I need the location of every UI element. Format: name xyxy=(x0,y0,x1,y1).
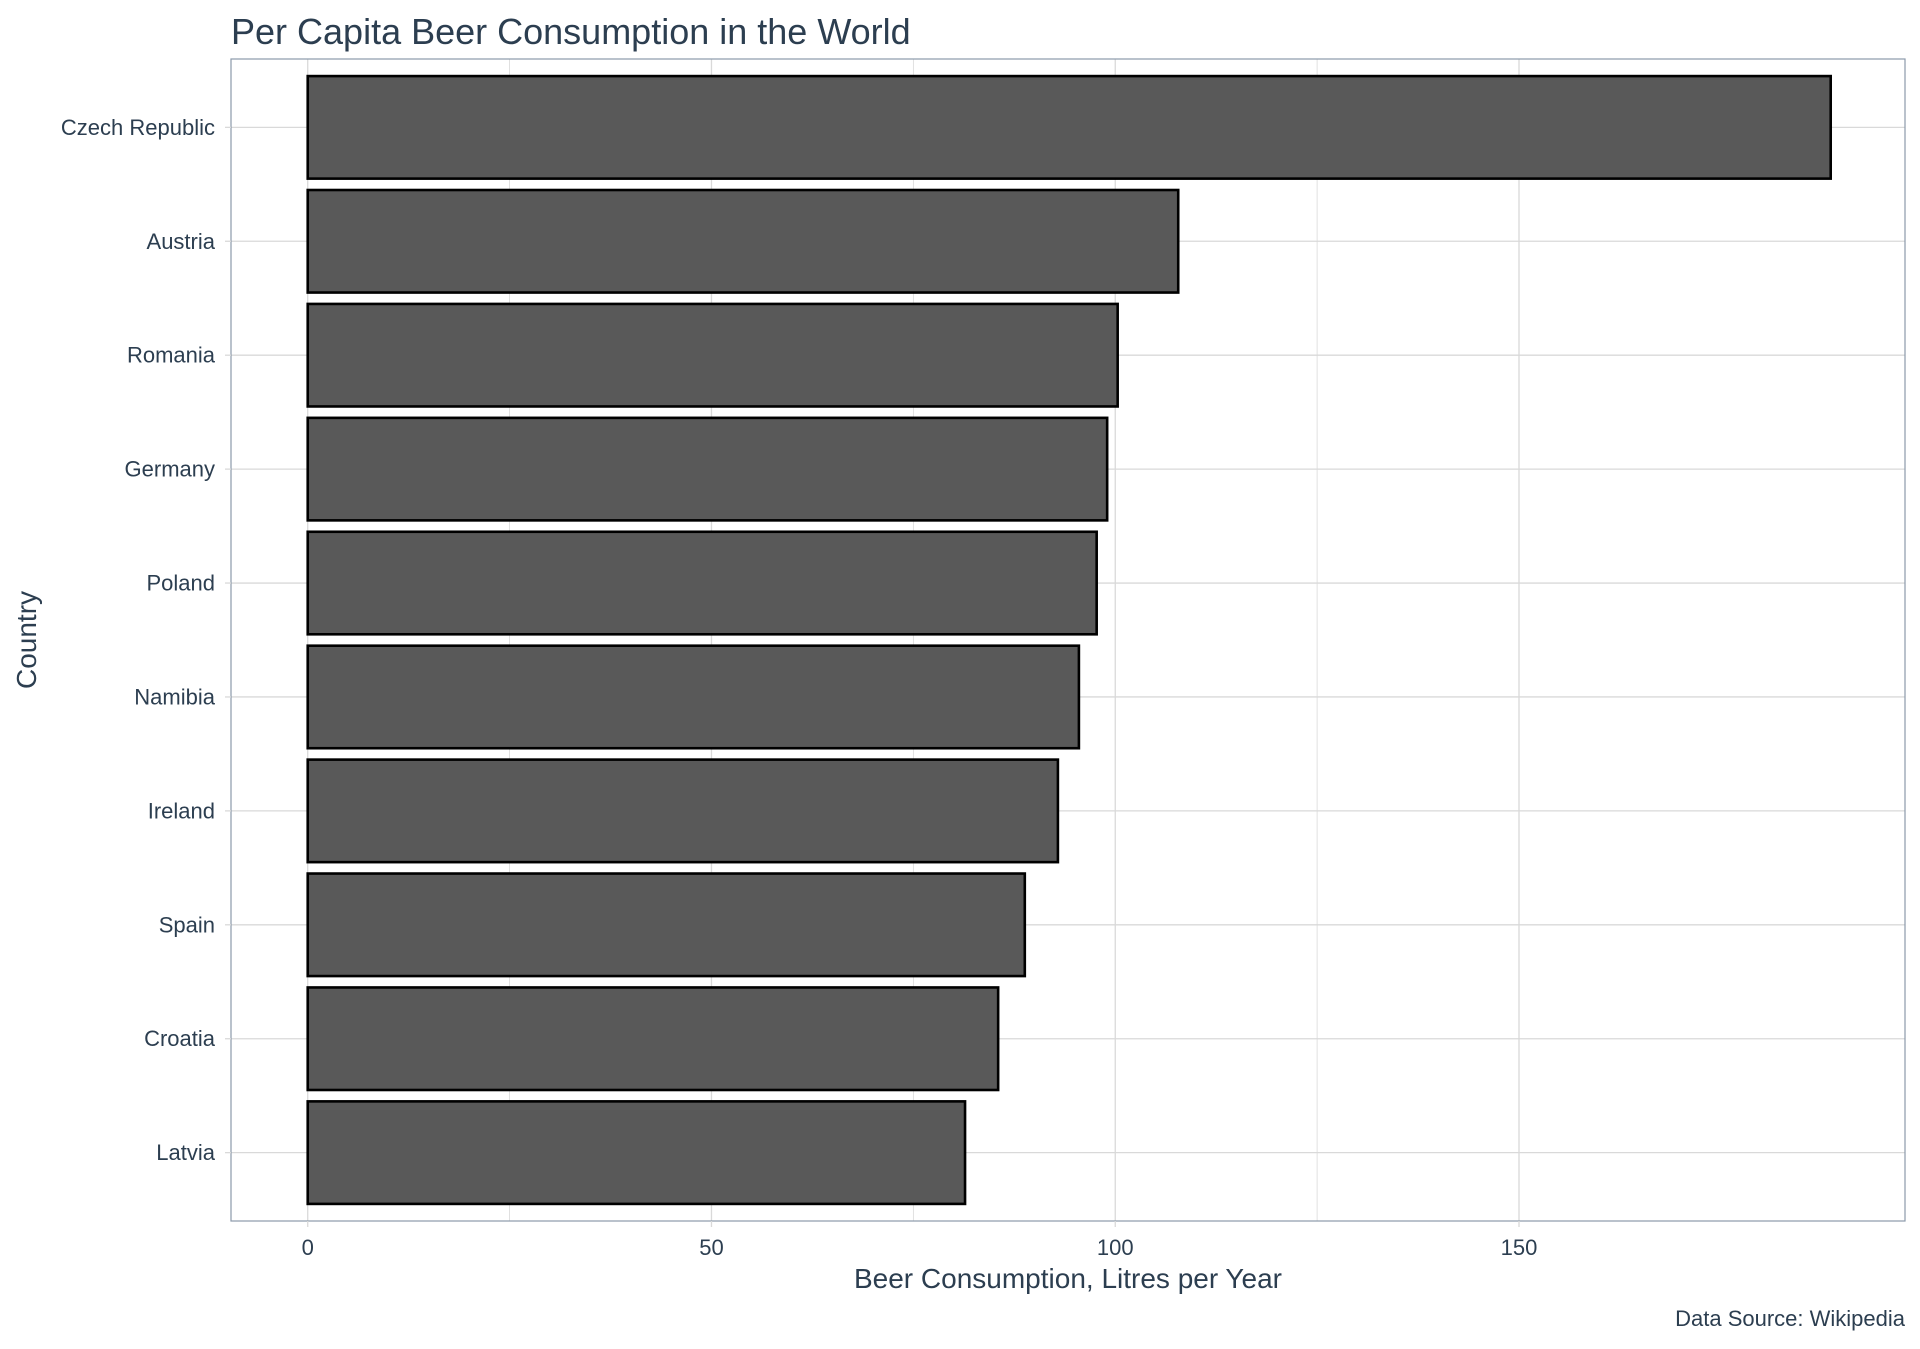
y-tick-label: Latvia xyxy=(156,1140,215,1165)
panel-border xyxy=(230,58,1906,1222)
x-axis-ticks: 0 50 100 150 xyxy=(302,1221,1538,1260)
bar-latvia[interactable] xyxy=(306,1100,967,1206)
bar-spain[interactable] xyxy=(306,872,1027,978)
x-axis-label: Beer Consumption, Litres per Year xyxy=(854,1263,1282,1294)
y-tick-label: Czech Republic xyxy=(61,115,215,140)
y-axis-label: Country xyxy=(11,591,42,689)
x-tick-label: 100 xyxy=(1097,1235,1134,1260)
bar-namibia[interactable] xyxy=(306,644,1081,750)
y-tick-label: Poland xyxy=(146,571,215,596)
bar-czech-republic[interactable] xyxy=(306,74,1833,180)
y-tick-label: Ireland xyxy=(148,798,215,823)
bar-croatia[interactable] xyxy=(306,986,1000,1092)
y-tick-label: Spain xyxy=(159,912,215,937)
bar-germany[interactable] xyxy=(306,416,1109,522)
y-axis-ticks: Czech Republic Austria Romania Germany Polan… xyxy=(61,115,231,1165)
y-tick-label: Romania xyxy=(127,343,216,368)
y-tick-label: Austria xyxy=(147,229,216,254)
data-source-caption: Data Source: Wikipedia xyxy=(1675,1306,1906,1331)
x-tick-label: 0 xyxy=(302,1235,314,1260)
x-tick-label: 50 xyxy=(699,1235,723,1260)
y-tick-label: Croatia xyxy=(144,1026,216,1051)
chart-title: Per Capita Beer Consumption in the World xyxy=(231,11,911,52)
y-tick-label: Namibia xyxy=(134,684,215,709)
y-tick-label: Germany xyxy=(125,457,215,482)
x-tick-label: 150 xyxy=(1501,1235,1538,1260)
bar-poland[interactable] xyxy=(306,530,1098,636)
bar-austria[interactable] xyxy=(306,188,1180,294)
bar-romania[interactable] xyxy=(306,302,1119,408)
bar-ireland[interactable] xyxy=(306,758,1060,864)
bar-layer xyxy=(306,74,1833,1206)
